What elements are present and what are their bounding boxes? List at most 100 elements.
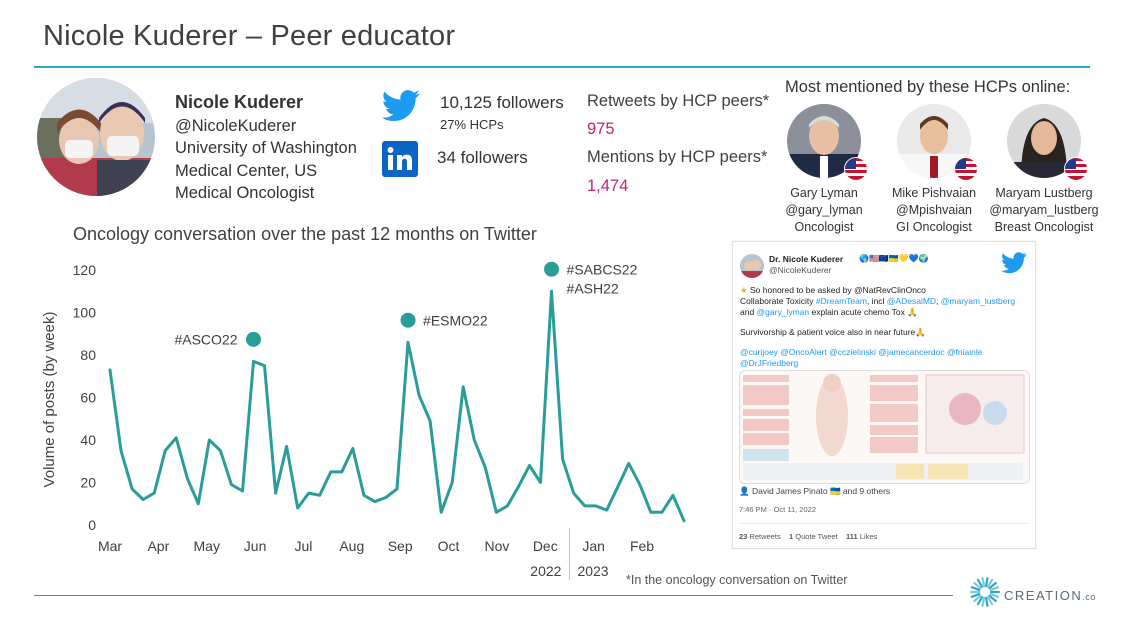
chart-title: Oncology conversation over the past 12 m… [73, 224, 537, 244]
hcp-name: Mike Pishvaian [891, 186, 977, 200]
x-tick-label: Jan [582, 538, 605, 554]
logo-ray [984, 596, 989, 607]
title-divider [34, 66, 1090, 68]
logo-ray [986, 578, 994, 588]
user-icon: 👤 [739, 486, 750, 496]
profile-affiliation-line1: University of Washington [175, 139, 357, 157]
logo-ray [989, 592, 1000, 598]
profile-affiliation-line2: Medical Center, US [175, 162, 318, 180]
line-chart: Volume of posts (by week) 0 20 40 60 80 100 120… [41, 261, 686, 580]
y-axis-label: Volume of posts (by week) [41, 312, 58, 488]
event-marker [400, 312, 416, 328]
x-tick-label: Apr [147, 538, 169, 554]
brand-name: CREATION.co [1004, 588, 1096, 603]
x-tick-label: Jun [244, 538, 267, 554]
tweet-handle: @NicoleKuderer [769, 265, 832, 275]
us-flag-icon [1064, 157, 1088, 181]
x-tick-label: Feb [630, 538, 654, 554]
x-tick-label: May [194, 538, 220, 554]
hcp-card-mike-pishvaian: Mike Pishvaian @Mpishvaian GI Oncologist [869, 185, 999, 236]
logo-ray [973, 581, 982, 590]
embedded-tweet[interactable]: Dr. Nicole Kuderer 🌎🇺🇸🇪🇺🇺🇦💛💙🌍 @NicoleKud… [732, 241, 1036, 549]
year-label-2023: 2023 [577, 563, 608, 579]
footer-divider [34, 595, 953, 596]
twitter-bird-icon [1001, 252, 1027, 274]
tweet-infographic-image[interactable] [739, 370, 1030, 484]
profile-avatar [37, 78, 155, 196]
hcp-mentions-heading: Most mentioned by these HCPs online: [785, 78, 1071, 96]
retweet-count[interactable]: 23 Retweets [739, 532, 781, 541]
logo-ray [984, 577, 989, 588]
logo-ray [976, 578, 984, 588]
tweet-divider [739, 523, 1029, 524]
tweet-author: Dr. Nicole Kuderer [769, 254, 844, 264]
logo-ray [989, 586, 1000, 592]
star-icon: ★ [740, 285, 748, 295]
page-title: Nicole Kuderer – Peer educator [43, 20, 456, 52]
y-tick-label: 100 [73, 305, 97, 321]
hcp-role: GI Oncologist [896, 220, 972, 234]
tweet-mentions2: @DrJFriedberg [740, 358, 799, 368]
hcp-card-gary-lyman: Gary Lyman @gary_lyman Oncologist [759, 185, 889, 236]
x-tick-label: Oct [438, 538, 460, 554]
twitter-hcp-share: 27% HCPs [440, 117, 504, 132]
logo-ray [988, 581, 997, 590]
mentions-label: Mentions by HCP peers* [587, 148, 768, 166]
x-tick-label: Dec [533, 538, 558, 554]
tweet-body: ★ So honored to be asked by @NatRevClinO… [740, 285, 1030, 369]
event-label: #ESMO22 [423, 312, 488, 328]
hcp-handle: @maryam_lustberg [989, 203, 1099, 217]
logo-ray [981, 596, 986, 607]
praying-hands-icon: 🙏 [907, 307, 918, 317]
y-tick-label: 120 [73, 262, 97, 278]
tweet-author-emoji: 🌎🇺🇸🇪🇺🇺🇦💛💙🌍 [859, 254, 929, 263]
hcp-name: Maryam Lustberg [995, 186, 1093, 200]
year-label-2022: 2022 [530, 563, 561, 579]
logo-ray [986, 596, 994, 606]
quote-count[interactable]: 1 Quote Tweet [789, 532, 838, 541]
hcp-card-maryam-lustberg: Maryam Lustberg @maryam_lustberg Breast … [979, 185, 1109, 236]
logo-ray [988, 594, 997, 603]
linkedin-followers: 34 followers [437, 148, 528, 167]
twitter-bird-icon [381, 90, 421, 122]
tweet-liked-by: 👤 David James Pinato 🇺🇦 and 9 others [739, 486, 891, 496]
retweets-value: 975 [587, 120, 615, 138]
retweets-label: Retweets by HCP peers* [587, 92, 770, 110]
x-tick-label: Aug [339, 538, 364, 554]
logo-ray [970, 592, 981, 598]
x-tick-label: Mar [98, 538, 122, 554]
creation-logo-icon [969, 577, 1001, 607]
tweet-line1: ★ So honored to be asked by @NatRevClinO… [740, 285, 926, 295]
profile-name: Nicole Kuderer [175, 92, 304, 112]
tweet-line3: and @gary_lyman explain acute chemo Tox … [740, 307, 918, 317]
footnote: *In the oncology conversation on Twitter [626, 573, 848, 587]
y-tick-label: 80 [80, 347, 96, 363]
hcp-role: Breast Oncologist [994, 220, 1094, 234]
hcp-handle: @gary_lyman [785, 203, 863, 217]
us-flag-icon [954, 157, 978, 181]
x-tick-label: Sep [388, 538, 413, 554]
event-label: #ASH22 [567, 280, 619, 296]
linkedin-icon [382, 141, 418, 177]
profile-handle: @NicoleKuderer [175, 117, 297, 135]
like-count[interactable]: 111 Likes [846, 532, 878, 541]
tweet-timestamp: 7:46 PM · Oct 11, 2022 [739, 505, 816, 514]
y-tick-label: 40 [80, 432, 96, 448]
ukraine-flag-icon: 🇺🇦 [829, 486, 841, 496]
twitter-followers: 10,125 followers [440, 93, 564, 112]
event-label: #ASCO22 [174, 331, 237, 347]
praying-hands-icon: 🙏 [915, 327, 926, 337]
y-tick-label: 20 [80, 475, 96, 491]
tweet-line4: Survivorship & patient voice also in nea… [740, 327, 926, 337]
hcp-handle: @Mpishvaian [896, 203, 972, 217]
x-tick-label: Nov [484, 538, 509, 554]
y-tick-label: 0 [88, 517, 96, 533]
series-line [108, 289, 686, 523]
logo-ray [981, 577, 986, 588]
mentions-value: 1,474 [587, 177, 629, 195]
event-marker [246, 331, 261, 347]
logo-ray [970, 586, 981, 592]
hcp-name: Gary Lyman [790, 186, 858, 200]
tweet-line2: Collaborate Toxicity #DreamTeam, incl @A… [740, 296, 1016, 306]
logo-ray [973, 594, 982, 603]
